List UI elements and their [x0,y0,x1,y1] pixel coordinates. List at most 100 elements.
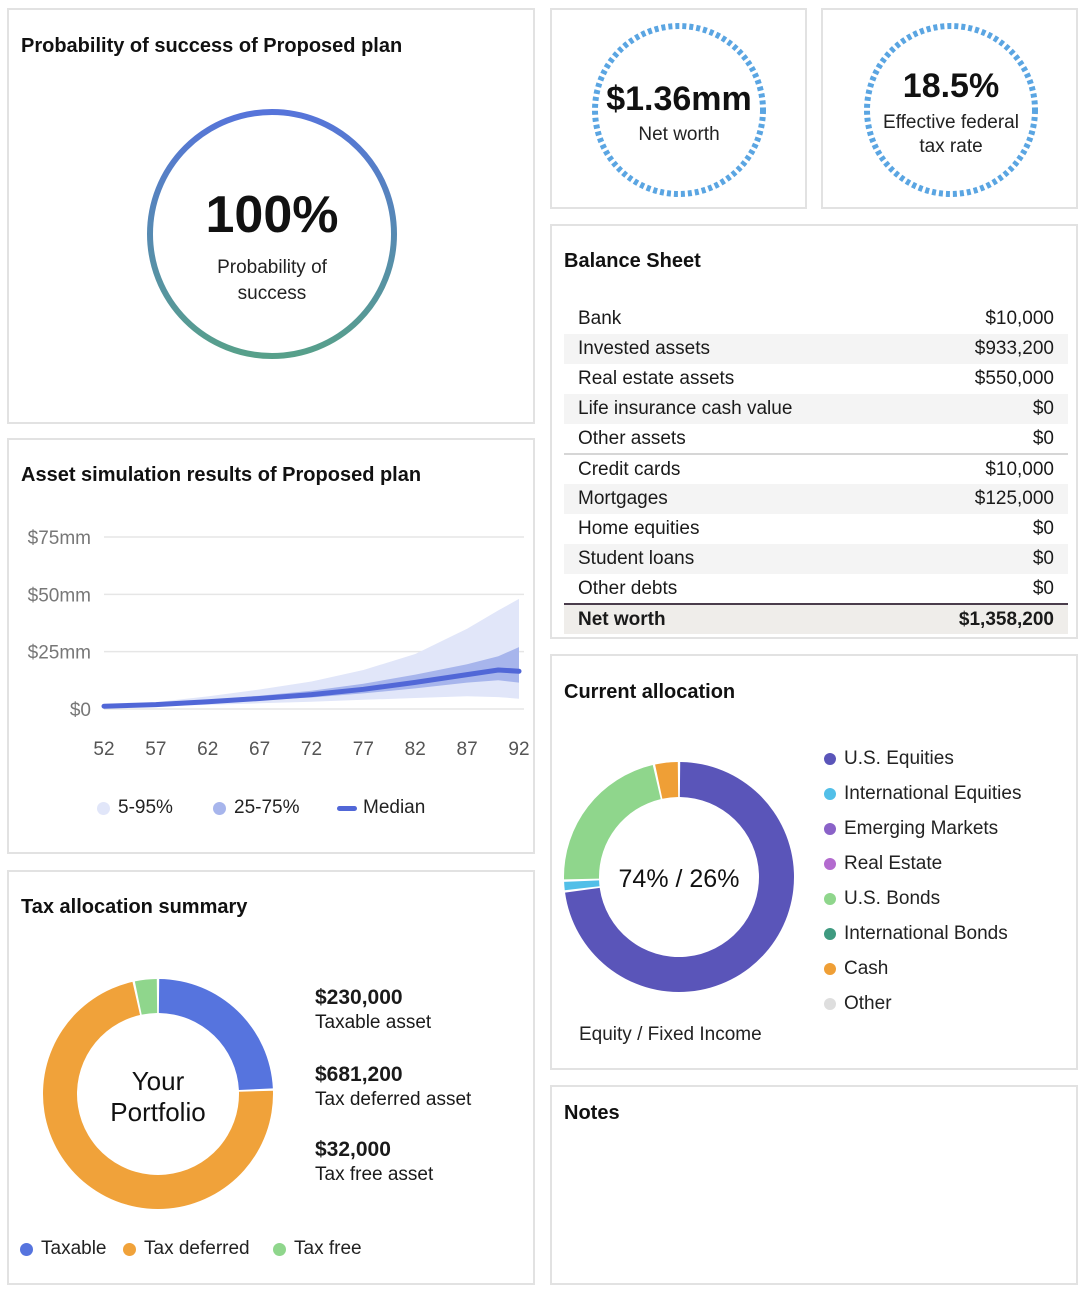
x-tick-label: 92 [508,739,529,760]
allocation-legend-label: Cash [844,958,889,979]
allocation-center-text: 74% / 26% [619,865,740,893]
notes-title: Notes [564,1102,620,1124]
allocation-legend-item: Emerging Markets [824,818,998,840]
row-label: Student loans [564,544,899,574]
band-5-95-label: 5-95% [118,797,173,818]
deferred-legend-label: Tax deferred [144,1238,250,1259]
success-label-line2: success [238,283,307,304]
table-row: Invested assets $933,200 [564,334,1068,364]
row-label: Other assets [578,427,686,449]
allocation-legend-item: Real Estate [824,853,942,875]
allocation-legend-label: Emerging Markets [844,818,999,839]
net-worth-gauge: $1.36mm Net worth [592,23,766,197]
row-label: Home equities [578,518,700,539]
row-label: Bank [578,308,622,329]
tax-rate-value: 18.5% [903,67,999,105]
row-value: $10,000 [898,453,1068,484]
median-line [101,667,522,709]
allocation-legend-label: U.S. Equities [844,748,954,769]
median-label: Median [363,797,426,818]
allocation-slice-u-s-bonds [564,765,661,880]
net-worth-total-row: Net worth $1,358,200 [564,603,1068,634]
allocation-legend-swatch [824,893,836,905]
x-tick-label: 52 [93,739,114,760]
net-worth-value: $1.36mm [606,80,752,118]
tax-legend-deferred: Tax deferred [123,1238,250,1260]
median-swatch [337,805,357,811]
allocation-slice-u-s-equities [565,762,794,992]
row-value: $0 [898,394,1068,424]
tax-deferred-summary: $681,200 Tax deferred asset [315,1063,471,1111]
allocation-legend-swatch [824,963,836,975]
row-label: Mortgages [564,484,899,514]
taxable-legend-label: Taxable [41,1238,107,1259]
free-swatch [273,1242,286,1256]
success-ring [147,109,397,359]
net-worth-label: Net worth [638,124,719,145]
tax-deferred-label: Tax deferred asset [315,1089,472,1110]
allocation-legend-label: Other [844,993,892,1014]
row-value: $550,000 [974,368,1054,389]
tax-allocation-title: Tax allocation summary [21,896,248,918]
x-tick-label: 62 [197,739,218,760]
tax-rate-gauge: 18.5% Effective federal tax rate [864,23,1038,197]
x-tick-label: 57 [145,739,166,760]
allocation-legend-item: International Bonds [824,923,1008,945]
tax-legend-free: Tax free [273,1238,362,1260]
taxable-label: Taxable asset [315,1012,432,1033]
tax-rate-label-line2: tax rate [919,136,982,157]
taxable-swatch [20,1242,33,1256]
table-row: Other debts $0 [564,574,1068,604]
y-tick-label: $50mm [28,585,91,606]
y-tick-label: $75mm [28,528,91,549]
allocation-legend-item: Cash [824,958,888,980]
simulation-title: Asset simulation results of Proposed pla… [21,464,422,486]
row-value: $933,200 [898,334,1068,364]
row-label: Other debts [578,577,678,599]
row-value: $0 [1032,427,1054,449]
allocation-donut: 74% / 26% [564,762,794,992]
row-value: $0 [898,544,1068,574]
taxable-summary: $230,000 Taxable asset [315,986,431,1034]
allocation-legend-item: U.S. Equities [824,748,954,770]
row-value: $0 [1032,577,1054,599]
allocation-legend-swatch [824,998,836,1010]
allocation-legend-label: Real Estate [844,853,943,874]
y-tick-label: $25mm [28,643,91,664]
allocation-legend-swatch [824,823,836,835]
tax-donut: Your Portfolio [42,979,273,1209]
y-tick-label: $0 [70,700,91,721]
table-row: Credit cards $10,000 [564,453,1068,484]
total-label: Net worth [564,603,899,634]
sim-legend-band-25-75: 25-75% [213,797,300,819]
x-tick-label: 72 [301,739,322,760]
tax-allocation-card: Tax allocation summary Your Portfolio $2… [7,870,535,1285]
success-gauge: 100% Probability of success [147,109,397,359]
band-25-75-swatch [213,801,226,815]
table-row: Bank $10,000 [564,304,1068,334]
table-row: Home equities $0 [564,514,1068,544]
tax-slice-deferred [42,981,273,1209]
table-row: Life insurance cash value $0 [564,394,1068,424]
allocation-legend-item: U.S. Bonds [824,888,940,910]
success-label-line1: Probability of [217,257,328,278]
x-tick-label: 82 [405,739,426,760]
free-legend-label: Tax free [294,1238,362,1259]
success-value: 100% [206,186,339,244]
tax-rate-label-line1: Effective federal [883,112,1019,133]
taxable-amount: $230,000 [315,986,403,1009]
table-row: Real estate assets $550,000 [564,364,1068,394]
tax-center-line2: Portfolio [110,1097,205,1127]
row-value: $125,000 [898,484,1068,514]
balance-sheet-title: Balance Sheet [564,250,701,272]
x-tick-label: 77 [353,739,374,760]
allocation-slice-cash [655,762,679,799]
simulation-card: Asset simulation results of Proposed pla… [7,438,535,854]
row-value: $10,000 [985,308,1054,329]
x-tick-label: 87 [457,739,478,760]
sim-legend-median: Median [337,797,425,819]
allocation-legend-label: International Bonds [844,923,1008,944]
tax-center-line1: Your [132,1066,185,1096]
row-label: Credit cards [564,453,899,484]
row-label: Invested assets [564,334,899,364]
